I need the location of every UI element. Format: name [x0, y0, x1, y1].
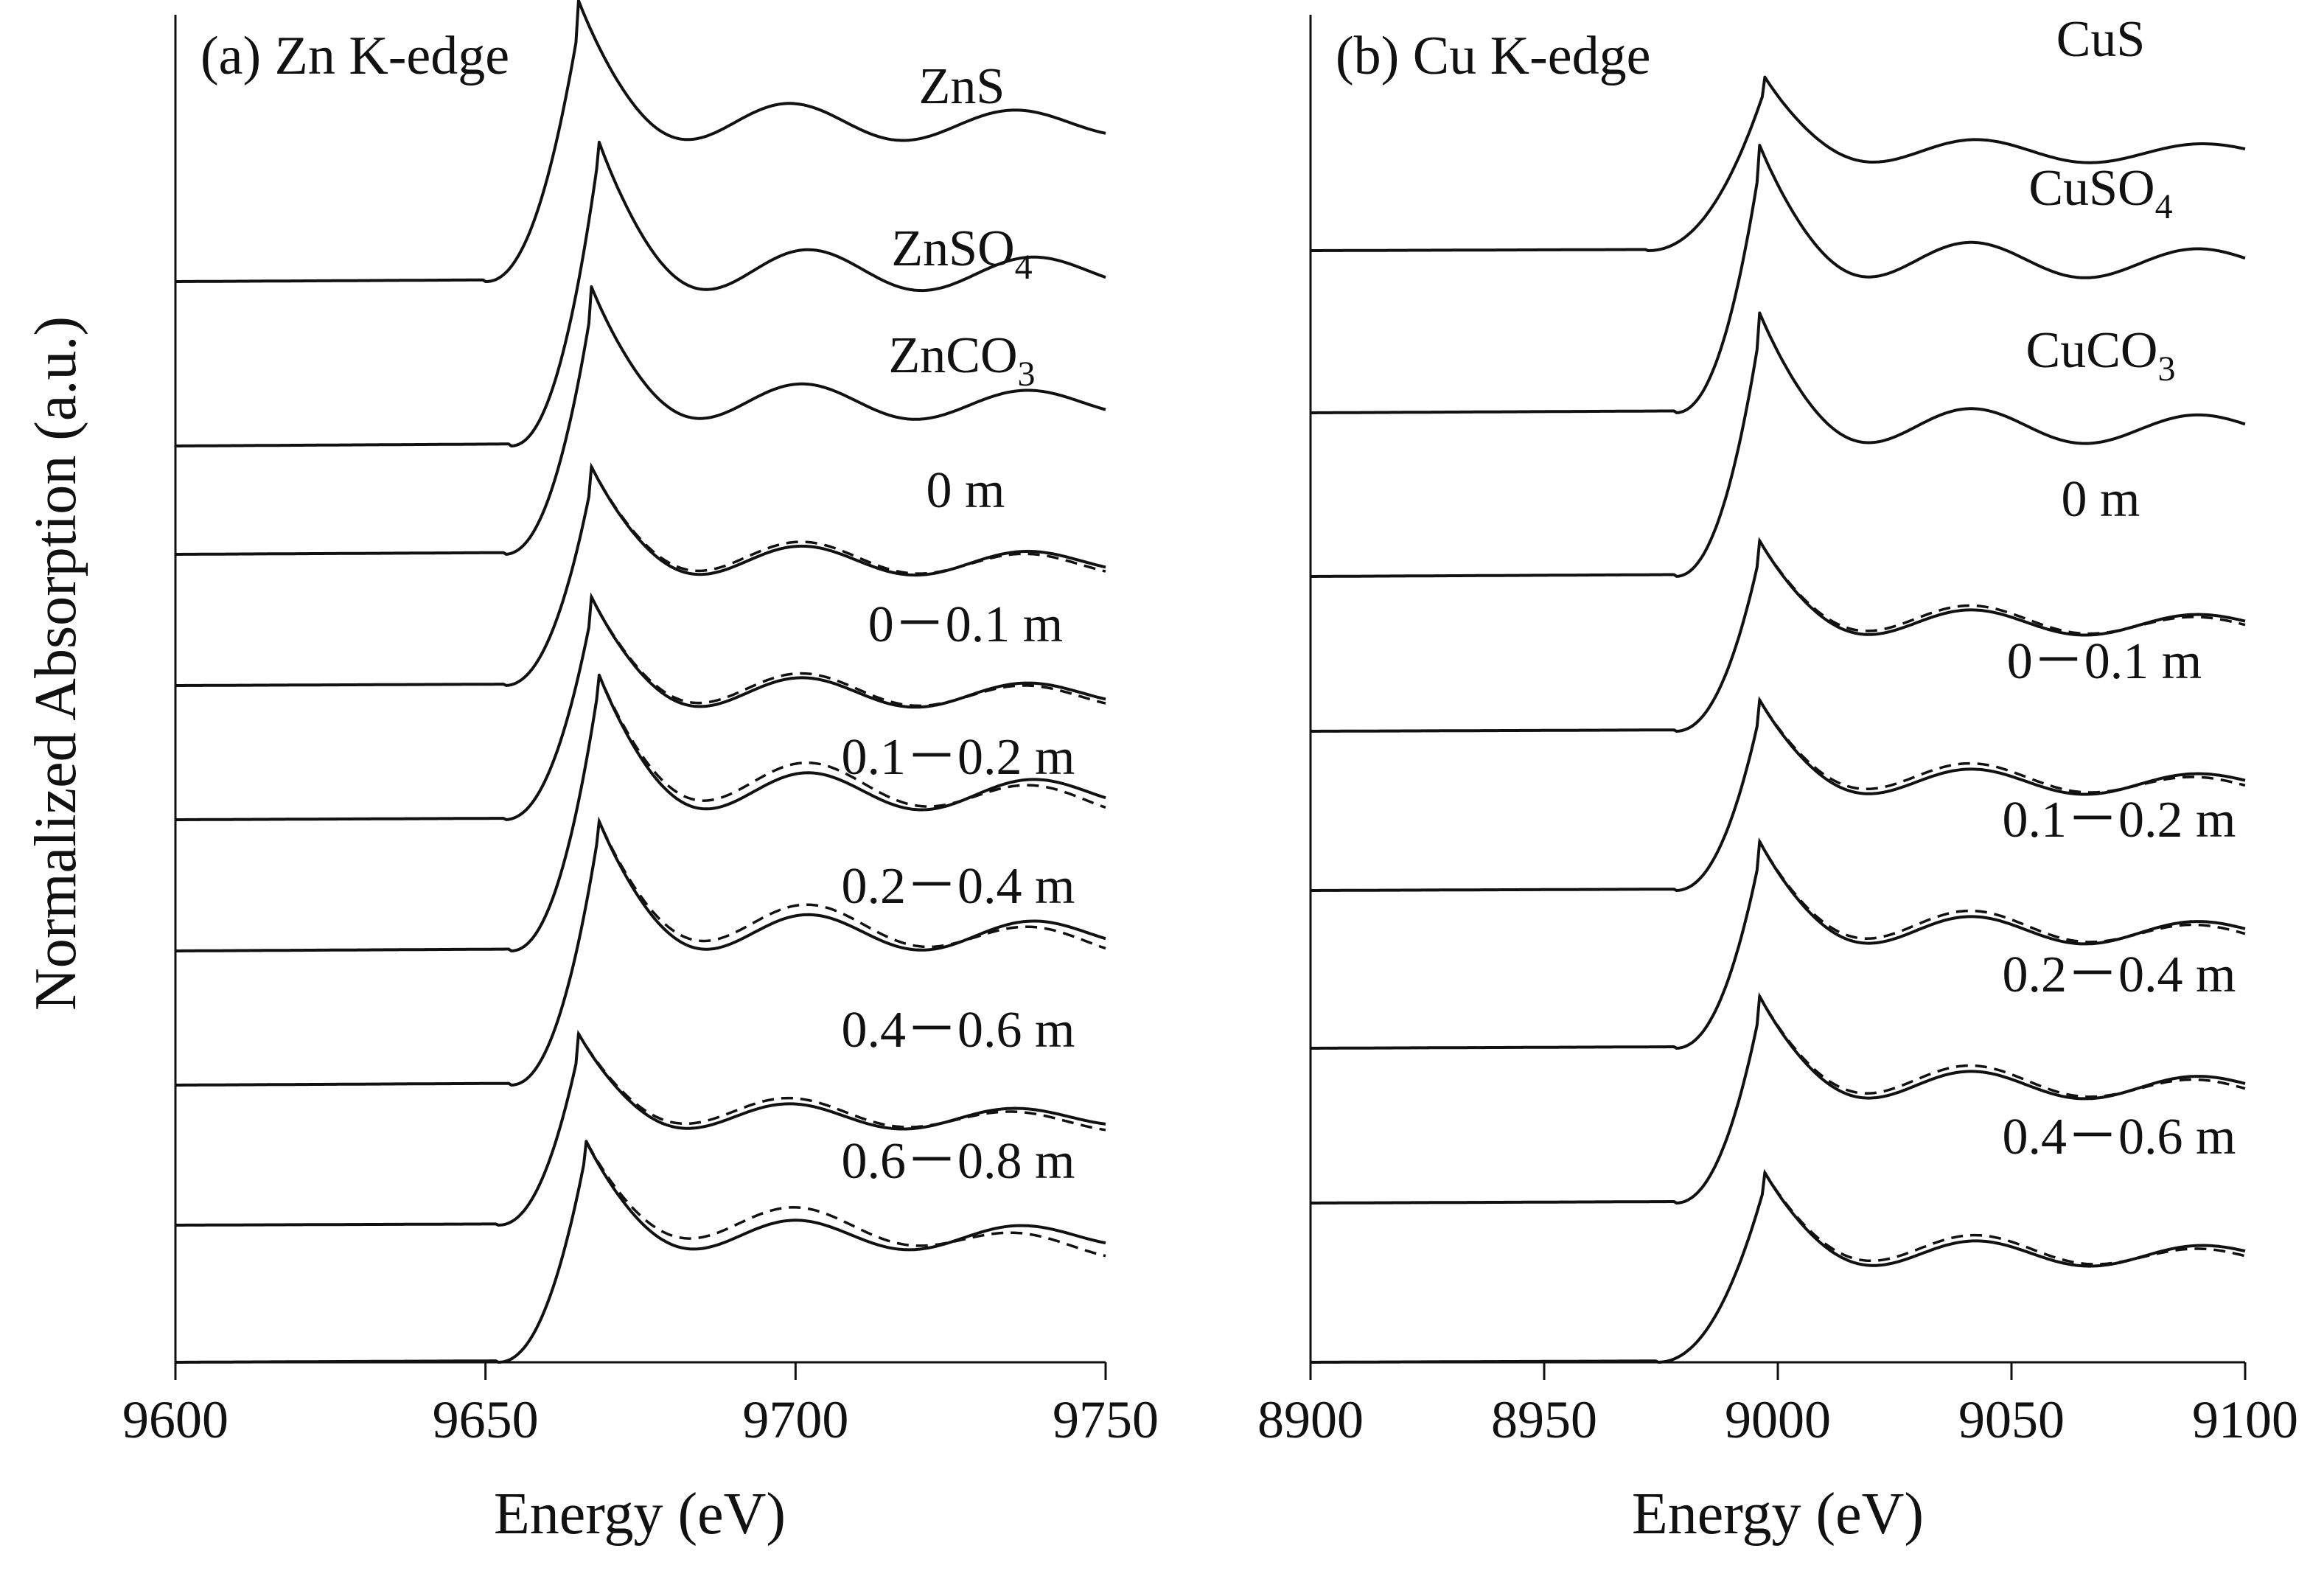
x-tick-label: 9700: [742, 1390, 848, 1449]
fit-line-dashed: [1311, 537, 2246, 733]
spectrum-line: [175, 0, 1106, 283]
series-label: CuCO3: [2026, 322, 2176, 388]
series-label: 0 m: [927, 462, 1005, 519]
fit-line-dashed: [1311, 1168, 2246, 1364]
panel-cu-k-edge: (b) Cu K-edge Energy (eV) 8900 8950 9000 90…: [1257, 11, 2298, 1547]
series-labels-a: ZnS ZnSO4 ZnCO3 0 m 0－0.1 m 0.1－0.2 m 0.2－0.4 …: [842, 58, 1075, 1190]
x-tick-label: 9600: [122, 1390, 228, 1449]
x-axis-label-a: Energy (eV): [494, 1482, 786, 1547]
fit-line-dashed: [1311, 837, 2246, 1050]
series-label: ZnS: [919, 58, 1005, 115]
series-label: 0－0.1 m: [2007, 633, 2202, 690]
series-label: 0.1－0.2 m: [2003, 792, 2236, 848]
x-tick-label: 8950: [1491, 1390, 1597, 1449]
spectrum-line: [175, 1032, 1106, 1227]
series-label: 0.4－0.6 m: [2003, 1109, 2236, 1165]
panel-a-title: (a) Zn K-edge: [200, 26, 509, 86]
fit-line-dashed: [175, 674, 1106, 952]
x-tick-label: 9000: [1725, 1390, 1831, 1449]
y-axis-label: Normalized Absorption (a.u.): [24, 316, 88, 1011]
panel-b-title: (b) Cu K-edge: [1336, 26, 1650, 86]
series-label: 0－0.1 m: [868, 596, 1063, 653]
spectrum-line: [175, 285, 1106, 556]
fit-line-dashed: [1311, 991, 2246, 1205]
fit-line-dashed: [175, 461, 1106, 687]
fit-line-dashed: [175, 816, 1106, 1087]
fit-line-dashed: [175, 592, 1106, 821]
series-label: 0.1－0.2 m: [842, 729, 1075, 786]
series-label: ZnSO4: [891, 220, 1032, 287]
series-label: 0.2－0.4 m: [842, 858, 1075, 915]
x-tick-label: 9650: [433, 1390, 539, 1449]
spectrum-line: [175, 140, 1106, 447]
series-label: ZnCO3: [889, 327, 1036, 394]
fit-line-dashed: [175, 1137, 1106, 1364]
x-tick-label: 8900: [1257, 1390, 1364, 1449]
x-ticks-a: 9600 9650 9700 9750: [122, 1362, 1159, 1449]
spectra-a: [175, 0, 1106, 1364]
series-label: 0.6－0.8 m: [842, 1133, 1075, 1190]
spectrum-line: [1311, 311, 2246, 578]
series-label: 0 m: [2062, 471, 2140, 528]
spectra-b: [1311, 75, 2246, 1364]
x-tick-label: 9050: [1958, 1390, 2065, 1449]
series-label: CuSO4: [2028, 160, 2172, 226]
series-label: CuS: [2056, 11, 2146, 68]
series-label: 0.2－0.4 m: [2003, 947, 2236, 1003]
x-tick-label: 9100: [2192, 1390, 2298, 1449]
series-label: 0.4－0.6 m: [842, 1002, 1075, 1059]
x-axis-label-b: Energy (eV): [1632, 1482, 1924, 1547]
panel-zn-k-edge: (a) Zn K-edge Energy (eV) 9600 9650 9700 97…: [122, 0, 1159, 1547]
series-labels-b: CuS CuSO4 CuCO3 0 m 0－0.1 m 0.1－0.2 m 0.2－0.4 …: [2003, 11, 2236, 1165]
fit-line-dashed: [175, 1029, 1106, 1227]
spectrum-line: [1311, 75, 2246, 252]
spectrum-line: [1311, 144, 2246, 414]
x-tick-label: 9750: [1053, 1390, 1159, 1449]
x-ticks-b: 8900 8950 9000 9050 9100: [1257, 1362, 2298, 1449]
fit-line-dashed: [1311, 696, 2246, 892]
